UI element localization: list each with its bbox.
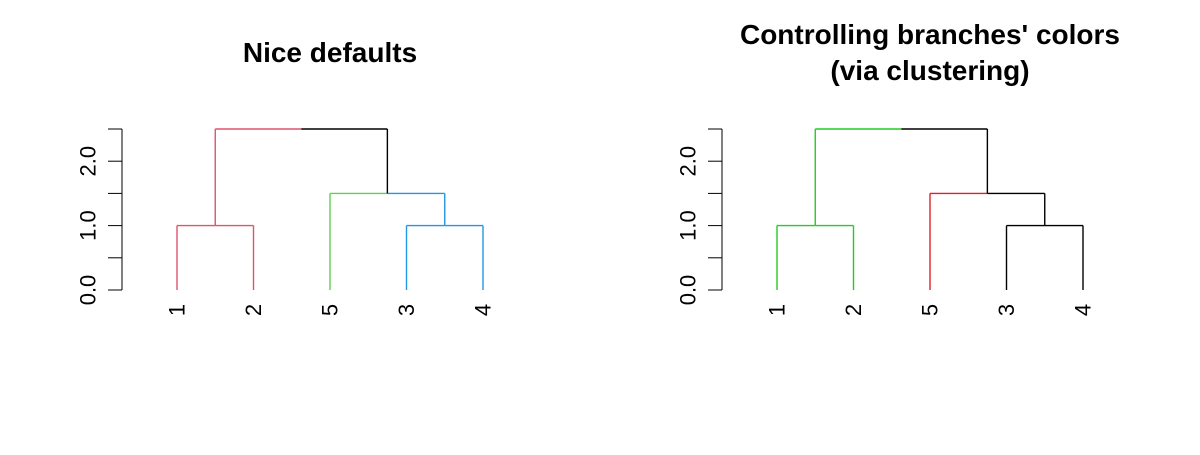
- leaf-label: 5: [318, 304, 343, 316]
- leaf-label: 4: [1071, 304, 1096, 316]
- leaf-label: 3: [994, 304, 1019, 316]
- leaf-label: 1: [765, 304, 790, 316]
- dendrogram-panel-1: Nice defaults 0.0 1.0 2.0 1 2 5 3 4: [76, 37, 496, 316]
- chart-title-line-2: (via clustering): [830, 55, 1029, 86]
- leaf-label: 2: [241, 304, 266, 316]
- leaf-label: 1: [165, 304, 190, 316]
- y-tick-label: 0.0: [676, 275, 701, 306]
- chart-title-line-1: Controlling branches' colors: [740, 19, 1120, 50]
- y-tick-label: 1.0: [76, 210, 101, 241]
- y-tick-label: 0.0: [76, 275, 101, 306]
- dendrogram-panel-2: Controlling branches' colors (via cluster…: [676, 19, 1121, 316]
- leaf-label: 2: [841, 304, 866, 316]
- leaf-label: 3: [394, 304, 419, 316]
- y-tick-label: 2.0: [76, 146, 101, 177]
- chart-title: Nice defaults: [243, 37, 417, 68]
- leaf-label: 4: [471, 304, 496, 316]
- y-tick-label: 1.0: [676, 210, 701, 241]
- leaf-label: 5: [918, 304, 943, 316]
- y-tick-label: 2.0: [676, 146, 701, 177]
